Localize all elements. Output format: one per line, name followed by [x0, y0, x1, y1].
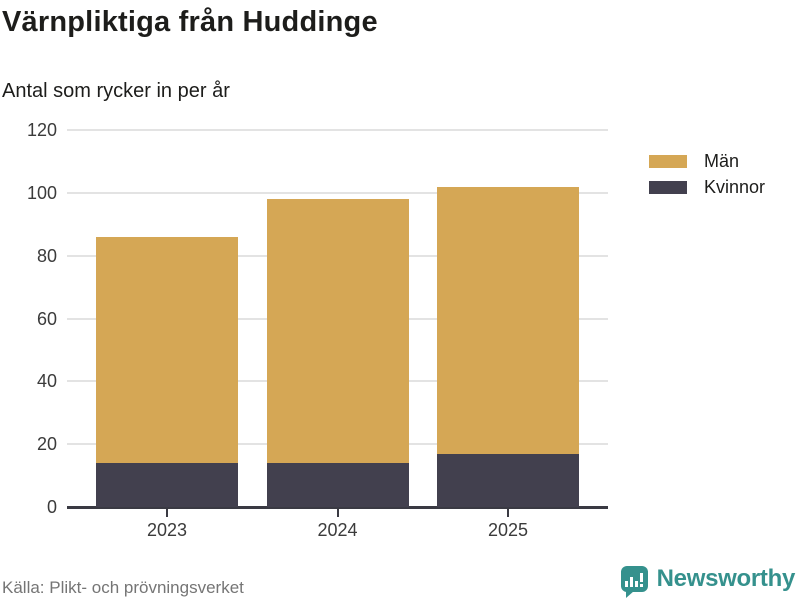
- gridline: [67, 191, 608, 194]
- bar-segment-kvinnor-2025: [437, 453, 579, 507]
- bar-segment-kvinnor-2023: [96, 463, 238, 507]
- chart-subtitle: Antal som rycker in per år: [2, 80, 230, 102]
- y-axis-tick-labels: 0 20 40 60 80 100 120: [0, 120, 57, 517]
- x-axis-tick-label: 2025: [487, 520, 529, 540]
- y-axis-tick-label: 100: [26, 182, 57, 203]
- legend: Män Kvinnor: [649, 148, 765, 200]
- y-axis-tick-label: 0: [46, 497, 57, 517]
- x-axis-line: [67, 506, 608, 509]
- icon-bar: [635, 581, 639, 587]
- y-axis-tick-label: 60: [36, 308, 57, 329]
- y-axis-tick-label: 80: [36, 245, 57, 266]
- source-note: Källa: Plikt- och prövningsverket: [2, 578, 244, 597]
- x-axis-tick-label: 2023: [146, 520, 188, 540]
- x-axis-tick: [336, 509, 339, 517]
- icon-bar: [630, 577, 634, 587]
- bar-chart-speech-bubble-icon: [620, 566, 648, 598]
- legend-item: Kvinnor: [649, 174, 765, 200]
- chart-title: Värnpliktiga från Huddinge: [2, 6, 378, 38]
- y-axis-tick-label: 20: [36, 434, 57, 455]
- x-axis-tick-label: 2024: [317, 520, 358, 540]
- legend-swatch: [649, 154, 687, 168]
- plot-area: 2023 2024 2025: [67, 129, 608, 540]
- y-axis-tick-label: 40: [36, 371, 57, 392]
- y-axis-tick-label: 120: [26, 120, 57, 140]
- legend-label: Kvinnor: [704, 176, 766, 197]
- legend-swatch: [649, 180, 687, 194]
- legend-item: Män: [649, 148, 765, 174]
- bar-segment-m-n-2024: [266, 199, 409, 464]
- newsworthy-wordmark: Newsworthy: [656, 565, 796, 592]
- icon-bar: [625, 581, 629, 587]
- bar-segment-m-n-2023: [96, 236, 238, 464]
- legend-label: Män: [704, 150, 740, 171]
- x-axis-tick: [507, 509, 509, 517]
- bar-segment-m-n-2025: [437, 186, 579, 454]
- icon-exclamation: [640, 573, 644, 587]
- newsworthy-logo: Newsworthy: [620, 565, 796, 598]
- bar-segment-kvinnor-2024: [266, 463, 409, 507]
- x-axis-tick: [166, 509, 168, 517]
- gridline: [67, 129, 608, 131]
